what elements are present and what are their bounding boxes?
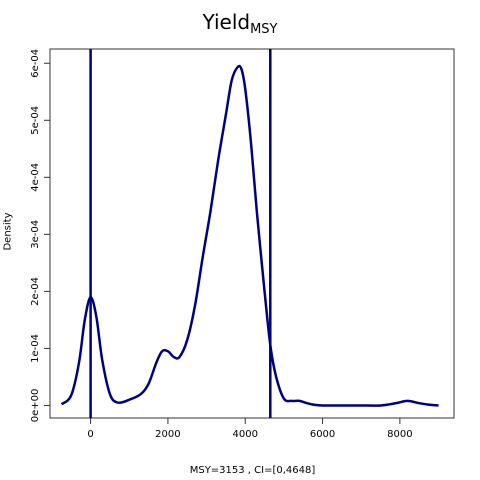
y-tick-label: 6e-04 bbox=[30, 49, 41, 78]
x-tick-label: 2000 bbox=[155, 429, 180, 440]
x-tick-label: 6000 bbox=[310, 429, 335, 440]
plot-area-frame bbox=[49, 48, 455, 419]
x-tick-label: 8000 bbox=[387, 429, 412, 440]
chart-title: YieldMSY bbox=[202, 10, 278, 37]
x-tick-label: 0 bbox=[87, 429, 93, 440]
y-axis: 0e+00 1e-04 2e-04 3e-04 4e-04 5e-04 6e-04 bbox=[30, 49, 50, 422]
x-axis: 0 2000 4000 6000 8000 bbox=[87, 418, 413, 440]
plot-layer bbox=[60, 49, 439, 418]
y-axis-label: Density bbox=[2, 212, 14, 251]
x-tick-label: 4000 bbox=[233, 429, 258, 440]
density-curve bbox=[60, 64, 439, 407]
y-tick-label: 4e-04 bbox=[30, 163, 41, 192]
y-tick-label: 2e-04 bbox=[30, 277, 41, 306]
y-tick-label: 1e-04 bbox=[30, 334, 41, 363]
y-tick-label: 3e-04 bbox=[30, 220, 41, 249]
x-axis-label: MSY=3153 , CI=[0,4648] bbox=[189, 465, 316, 476]
y-tick-label: 5e-04 bbox=[30, 106, 41, 135]
y-tick-label: 0e+00 bbox=[30, 389, 41, 423]
